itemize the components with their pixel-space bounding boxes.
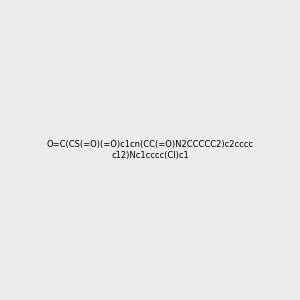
Text: O=C(CS(=O)(=O)c1cn(CC(=O)N2CCCCC2)c2cccc
c12)Nc1cccc(Cl)c1: O=C(CS(=O)(=O)c1cn(CC(=O)N2CCCCC2)c2cccc… [46, 140, 253, 160]
